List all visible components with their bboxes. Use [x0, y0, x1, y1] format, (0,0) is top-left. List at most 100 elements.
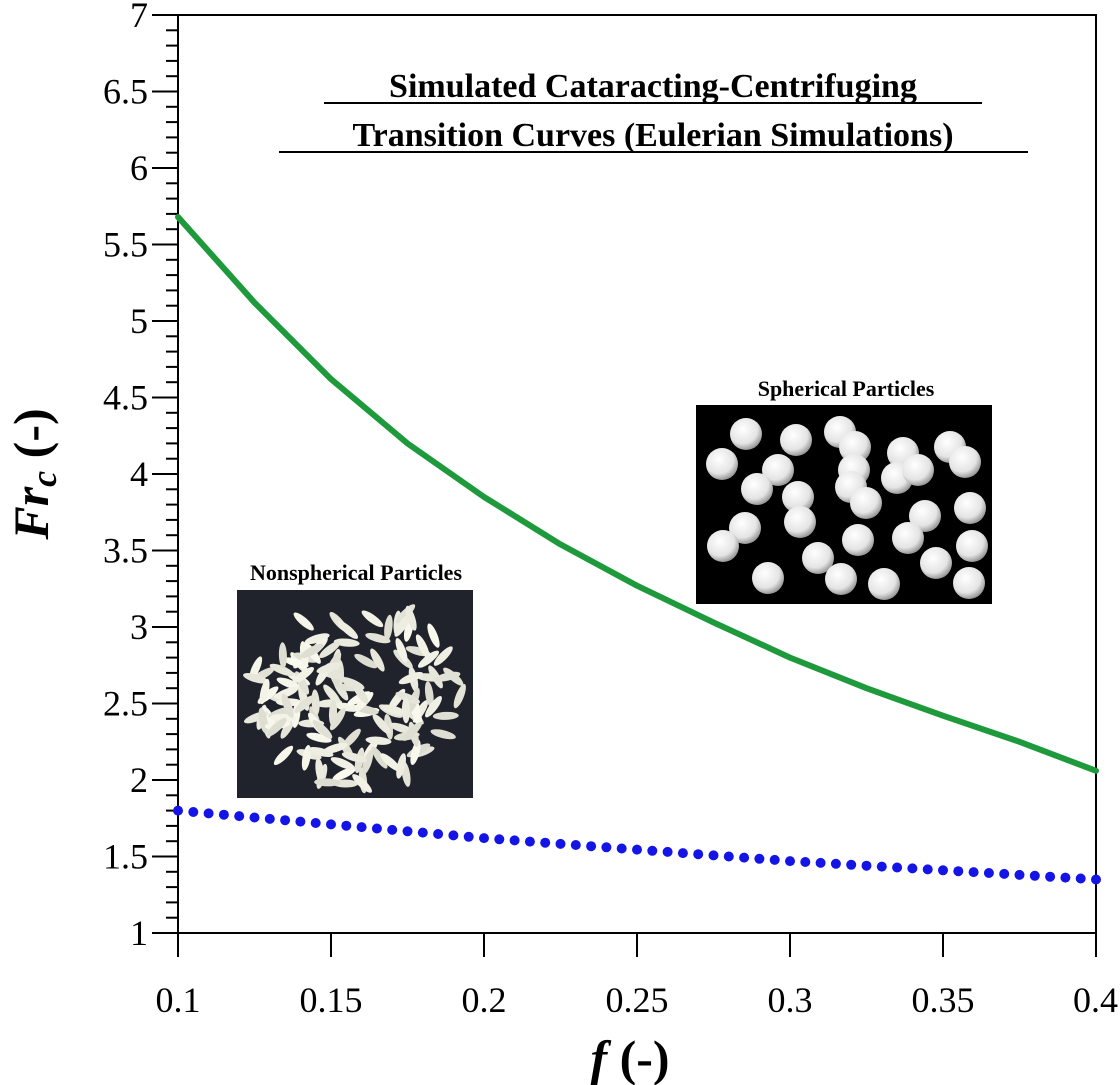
rice-grain [405, 605, 417, 631]
series-point-2 [402, 826, 413, 837]
series-point-2 [203, 808, 214, 819]
series-point-2 [310, 818, 321, 828]
rice-grain [371, 746, 388, 769]
series-point-2 [326, 819, 336, 830]
series-point-2 [371, 823, 382, 834]
rice-grain [424, 681, 434, 707]
rice-grain [278, 642, 287, 669]
series-point-2 [907, 863, 918, 874]
sphere [707, 530, 739, 562]
series-point-2 [264, 813, 275, 824]
rice-grain [395, 691, 421, 704]
rice-grain [415, 634, 430, 659]
rice-grain [365, 632, 391, 644]
series-point-2 [387, 824, 398, 835]
y-tick-label: 4 [130, 454, 148, 494]
series-point-2 [586, 841, 597, 852]
rice-grain [304, 633, 330, 645]
y-axis-title-unit: (-) [3, 408, 59, 470]
sphere [949, 446, 981, 478]
series-point-2 [769, 854, 780, 865]
series-point-2 [693, 849, 704, 860]
rice-grain [333, 638, 360, 647]
series-point-2 [1075, 873, 1086, 884]
rice-grain [361, 610, 384, 628]
series-point-2 [295, 816, 306, 827]
sphere [839, 431, 871, 463]
series-point-2 [830, 858, 841, 869]
series-point-2 [234, 811, 245, 822]
rice-grain [372, 714, 391, 735]
rice-grain [381, 704, 407, 716]
y-tick-label: 5.5 [103, 225, 148, 265]
rice-grain [370, 648, 385, 672]
x-axis-title-main: f [590, 1030, 611, 1085]
series-point-2 [341, 820, 352, 831]
rice-grain [453, 683, 466, 709]
y-tick-label: 5 [130, 301, 148, 341]
series-point-2 [938, 865, 948, 876]
rice-grain [269, 663, 294, 677]
rice-grain [430, 729, 456, 740]
series-point-2 [1014, 869, 1025, 880]
y-tick-label: 3.5 [103, 531, 148, 571]
y-tick-label: 4.5 [103, 378, 148, 418]
y-tick-label: 6.5 [103, 72, 148, 112]
series-point-2 [922, 864, 933, 875]
series-point-2 [570, 840, 581, 850]
x-tick-label: 0.2 [462, 980, 507, 1020]
sphere [825, 563, 857, 595]
series-point-2 [280, 815, 291, 826]
sphere [956, 530, 988, 562]
rice-grain [432, 711, 459, 720]
y-tick-label: 2 [130, 760, 148, 800]
x-tick-label: 0.25 [606, 980, 669, 1020]
x-tick-label: 0.15 [300, 980, 363, 1020]
series-point-2 [647, 845, 658, 856]
series-point-2 [1091, 874, 1101, 885]
rice-grain [341, 752, 367, 763]
rice-grain [396, 753, 406, 779]
series-point-2 [356, 822, 367, 833]
rice-grain [443, 667, 464, 686]
rice-grain [401, 697, 410, 724]
rice-grain [417, 650, 440, 668]
sphere [730, 418, 762, 450]
y-tick-label: 3 [130, 607, 148, 647]
spherical-particles-photo [696, 405, 992, 604]
series-point-2 [509, 835, 520, 846]
rice-grain [300, 643, 324, 659]
sphere [782, 481, 814, 513]
chart-title-line-2: Transition Curves (Eulerian Simulations) [352, 117, 953, 154]
x-axis-title: f (-) [590, 1030, 669, 1085]
series-point-2 [861, 860, 872, 871]
rice-grain [330, 757, 355, 770]
sphere [752, 562, 784, 594]
rice-grain [319, 641, 341, 659]
rice-grain [273, 745, 294, 766]
y-tick-label: 7 [130, 0, 148, 35]
series-point-2 [616, 843, 627, 854]
y-axis-title: Frc (-) [3, 408, 64, 540]
sphere [909, 500, 941, 532]
series-point-2 [983, 868, 994, 878]
series-point-2 [754, 853, 765, 864]
rice-grain [352, 681, 369, 704]
sphere [902, 454, 934, 486]
nonspherical-particles-label: Nonspherical Particles [250, 560, 462, 585]
series-point-2 [892, 862, 903, 873]
series-point-2 [708, 850, 719, 861]
sphere [953, 567, 985, 599]
series-point-2 [632, 844, 642, 855]
series-point-2 [188, 807, 199, 817]
rice-grain [433, 646, 453, 666]
rice-grain [354, 653, 378, 669]
sphere [850, 487, 882, 519]
sphere [784, 506, 816, 538]
sphere [802, 542, 834, 574]
series-point-2 [448, 830, 459, 841]
series-point-2 [601, 842, 612, 853]
y-axis: 1 1.5 2 2.5 3 3.5 4 4.5 5 5.5 6 6.5 7 [103, 0, 178, 953]
rice-grain [352, 774, 372, 793]
